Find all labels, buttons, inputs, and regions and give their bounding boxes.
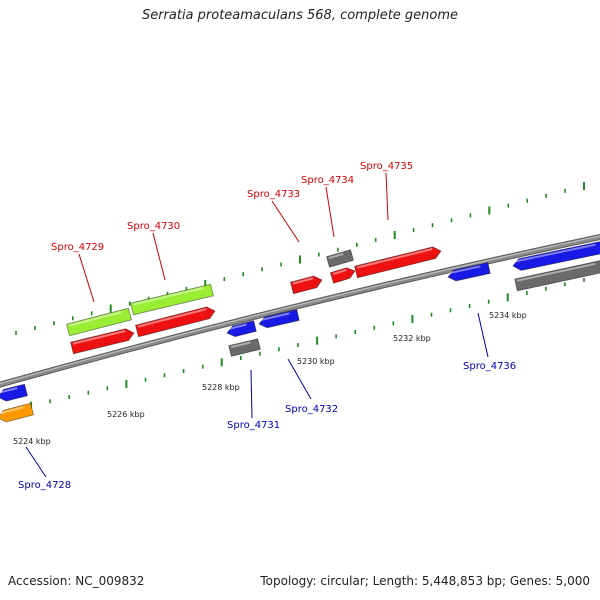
gene-label-spro-4728[interactable]: Spro_4728 [18, 480, 71, 491]
leader-spro-4731 [250, 369, 253, 419]
genome-backbone [0, 233, 600, 388]
feature-spro-4734-body [329, 267, 356, 284]
feature-spro-4732-body [258, 309, 300, 329]
feature-gray-pseudo-b-shine [230, 341, 251, 349]
feature-gray-pseudo-b-body [228, 338, 261, 357]
feature-spro-4732-shine [259, 312, 290, 322]
feature-spro-4729 [70, 328, 135, 355]
feature-spro-4733-shine [292, 277, 314, 285]
scale-label-5230: 5230 kbp [297, 357, 335, 366]
feature-spro-4728-body [0, 402, 34, 423]
feature-lime-cds-a-body [66, 307, 132, 337]
gene-label-spro-4729[interactable]: Spro_4729 [51, 242, 104, 253]
feature-spro-4736 [447, 262, 491, 282]
feature-gray-pseudo-a-shine [328, 252, 344, 260]
feature-spro-4733-body [290, 275, 323, 295]
genome-summary-text: Topology: circular; Length: 5,448,853 bp… [260, 574, 590, 588]
feature-spro-4735 [354, 246, 442, 279]
leader-spro-4728 [25, 446, 47, 478]
leader-spro-4736 [477, 312, 489, 358]
leader-spro-4732 [287, 358, 312, 400]
feature-lime-cds-b-body [130, 283, 214, 316]
backbone-highlight [0, 235, 600, 385]
feature-blue-left-shine [0, 387, 18, 394]
feature-spro-4728 [0, 402, 34, 423]
feature-spro-4730-shine [137, 308, 207, 328]
feature-blue-right-body [512, 241, 600, 271]
feature-spro-4735-body [354, 246, 442, 279]
scale-label-5228: 5228 kbp [202, 383, 240, 392]
feature-spro-4730-body [135, 306, 216, 338]
leader-spro-4733 [271, 200, 300, 243]
feature-lime-cds-a-shine [68, 311, 122, 327]
feature-spro-4731-body [226, 320, 257, 338]
leader-spro-4734 [325, 186, 335, 238]
leader-spro-4735 [385, 172, 389, 221]
leader-spro-4730 [152, 232, 166, 281]
leader-spro-4729 [78, 253, 95, 303]
feature-spro-4731-shine [227, 323, 247, 331]
feature-blue-left-body [0, 383, 28, 402]
feature-blue-right-shine [513, 243, 596, 263]
scale-label-5232: 5232 kbp [393, 334, 431, 343]
gene-label-spro-4734[interactable]: Spro_4734 [301, 175, 354, 186]
feature-gray-pseudo-a [326, 249, 354, 268]
feature-spro-4736-body [447, 262, 491, 282]
accession-text: Accession: NC_009832 [8, 574, 145, 588]
gene-label-spro-4732[interactable]: Spro_4732 [285, 404, 338, 415]
feature-spro-4734-shine [332, 269, 347, 276]
backbone-line [0, 235, 600, 387]
feature-gray-pseudo-c [514, 260, 600, 292]
feature-lime-cds-b [130, 283, 214, 316]
gene-label-spro-4735[interactable]: Spro_4735 [360, 161, 413, 172]
feature-spro-4735-shine [356, 248, 433, 269]
feature-spro-4729-shine [72, 330, 126, 345]
scale-label-5224: 5224 kbp [13, 437, 51, 446]
feature-gray-pseudo-c-shine [516, 262, 596, 282]
gene-label-spro-4736[interactable]: Spro_4736 [463, 361, 516, 372]
gene-label-spro-4730[interactable]: Spro_4730 [127, 221, 180, 232]
feature-spro-4732 [258, 309, 300, 329]
feature-spro-4730 [135, 306, 216, 338]
feature-lime-cds-a [66, 307, 132, 337]
feature-lime-cds-b-shine [132, 287, 204, 306]
gene-label-spro-4733[interactable]: Spro_4733 [247, 189, 300, 200]
gene-label-spro-4731[interactable]: Spro_4731 [227, 420, 280, 431]
feature-blue-right [512, 241, 600, 271]
map-title: Serratia proteamaculans 568, complete ge… [141, 8, 459, 23]
feature-spro-4728-shine [0, 406, 24, 415]
feature-spro-4736-shine [448, 265, 481, 275]
feature-spro-4729-body [70, 328, 135, 355]
feature-spro-4733 [290, 275, 323, 295]
scale-label-5234: 5234 kbp [489, 311, 527, 320]
feature-gray-pseudo-a-body [326, 249, 354, 268]
feature-blue-left [0, 383, 28, 402]
gene-features [0, 241, 600, 423]
feature-gray-pseudo-c-body [514, 260, 600, 292]
tick-marks [11, 182, 585, 412]
feature-spro-4734 [329, 267, 356, 284]
label-leader-lines [25, 172, 489, 478]
feature-gray-pseudo-b [228, 338, 261, 357]
scale-label-5226: 5226 kbp [107, 410, 145, 419]
feature-spro-4731 [226, 320, 257, 338]
